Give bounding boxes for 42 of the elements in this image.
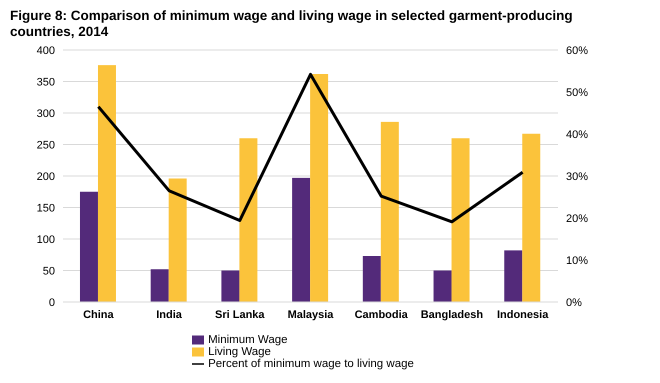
bar (221, 270, 240, 302)
y2-tick-label: 60% (566, 44, 588, 57)
y-tick-label: 100 (36, 234, 55, 246)
y-tick-label: 50 (42, 265, 55, 278)
y2-tick-label: 30% (566, 170, 588, 183)
line-series (96, 72, 524, 224)
y-tick-label: 300 (36, 108, 55, 120)
x-tick-label: India (156, 308, 183, 321)
x-tick-label: Sri Lanka (215, 308, 266, 321)
x-tick-label: Cambodia (354, 308, 409, 321)
y-tick-label: 400 (36, 44, 55, 57)
y2-tick-label: 40% (566, 128, 588, 141)
x-tick-label: Indonesia (496, 308, 550, 321)
bar (292, 178, 310, 302)
bar (434, 270, 452, 302)
y-tick-label: 200 (36, 170, 55, 183)
bar (98, 65, 116, 302)
y2-tick-label: 10% (566, 254, 588, 267)
legend-label: Minimum Wage (208, 334, 288, 346)
y2-tick-label: 20% (566, 212, 588, 225)
chart-title: Figure 8: Comparison of minimum wage and living wage in selected garment-producing countries, 2014 (10, 8, 574, 40)
bar (168, 178, 187, 302)
y2-tick-label: 50% (566, 86, 588, 99)
bar (522, 134, 540, 302)
y2-tick-label: 0% (566, 296, 582, 309)
x-tick-label: China (83, 308, 115, 321)
bar (452, 138, 470, 302)
legend-label: Living Wage (208, 346, 271, 358)
bar (150, 269, 169, 302)
y-tick-label: 350 (36, 76, 55, 88)
bar (362, 256, 381, 302)
bar (380, 122, 399, 302)
bar (239, 138, 258, 302)
y-tick-label: 250 (36, 139, 55, 152)
y-tick-label: 150 (36, 202, 55, 214)
bar (310, 74, 328, 302)
bar (504, 250, 522, 302)
y-tick-label: 0 (48, 296, 55, 309)
bar (80, 192, 98, 302)
x-tick-label: Bangladesh (420, 308, 484, 321)
x-tick-label: Malaysia (288, 308, 334, 321)
legend-label: Percent of minimum wage to living wage (208, 358, 414, 370)
